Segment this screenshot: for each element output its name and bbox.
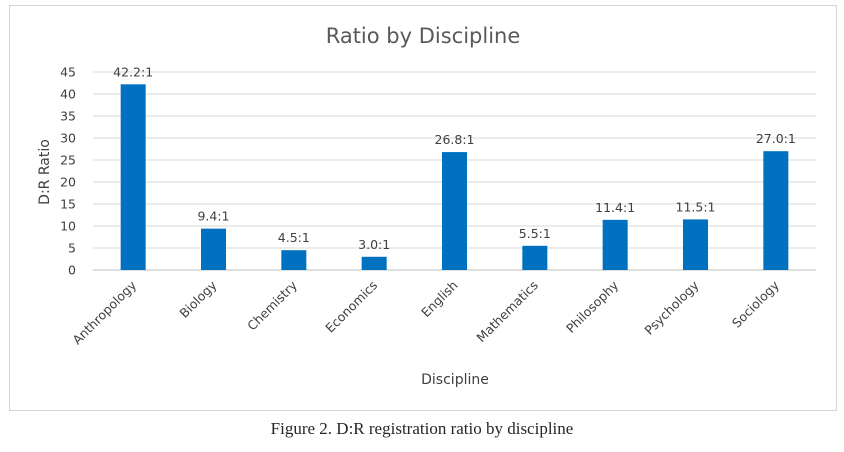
x-tick-label: English xyxy=(418,278,461,321)
chart-frame: 42.2:1 9.4:1 4.5:1 3.0:1 26.8:1 5.5:1 11.4:1 11… xyxy=(9,5,837,411)
data-label: 26.8:1 xyxy=(435,132,475,147)
bars xyxy=(120,84,789,270)
bar-anthropology xyxy=(120,84,146,270)
figure-caption: Figure 2. D:R registration ratio by disc… xyxy=(270,419,574,438)
data-label: 11.5:1 xyxy=(676,199,716,214)
bar-psychology xyxy=(683,219,708,270)
x-tick-label: Mathematics xyxy=(473,278,541,346)
y-tick-label: 5 xyxy=(68,241,76,256)
y-axis-title: D:R Ratio xyxy=(37,139,53,205)
data-label: 27.0:1 xyxy=(756,131,796,146)
bar-philosophy xyxy=(602,219,628,270)
x-tick-label: Psychology xyxy=(641,277,702,338)
x-axis-ticks: Anthropology Biology Chemistry Economics Eng… xyxy=(69,277,782,347)
y-tick-label: 45 xyxy=(60,65,76,80)
data-label: 5.5:1 xyxy=(519,226,551,241)
y-tick-label: 15 xyxy=(60,197,76,212)
data-label: 3.0:1 xyxy=(358,237,390,252)
x-axis-title: Discipline xyxy=(421,372,489,388)
x-tick-label: Sociology xyxy=(729,277,782,330)
y-tick-label: 0 xyxy=(68,263,76,278)
x-tick-label: Biology xyxy=(176,277,220,321)
bar-english xyxy=(442,152,467,270)
bar-chart: 42.2:1 9.4:1 4.5:1 3.0:1 26.8:1 5.5:1 11.4:1 11… xyxy=(37,24,816,388)
y-tick-label: 25 xyxy=(60,153,76,168)
data-labels: 42.2:1 9.4:1 4.5:1 3.0:1 26.8:1 5.5:1 11.4:1 11… xyxy=(113,64,796,251)
data-label: 11.4:1 xyxy=(595,200,635,215)
data-label: 9.4:1 xyxy=(197,209,229,224)
x-tick-label: Chemistry xyxy=(244,277,300,333)
data-label: 4.5:1 xyxy=(278,230,310,245)
y-tick-label: 40 xyxy=(60,87,76,102)
y-tick-label: 20 xyxy=(60,175,76,190)
data-label: 42.2:1 xyxy=(113,64,153,79)
x-tick-label: Anthropology xyxy=(69,277,139,347)
chart-title: Ratio by Discipline xyxy=(326,24,521,48)
x-tick-label: Philosophy xyxy=(563,277,622,336)
x-tick-label: Economics xyxy=(322,278,380,336)
bar-sociology xyxy=(763,151,789,270)
bar-chemistry xyxy=(281,250,307,270)
bar-mathematics xyxy=(522,245,548,270)
bar-biology xyxy=(201,228,226,270)
y-tick-label: 10 xyxy=(60,219,76,234)
y-tick-label: 35 xyxy=(60,109,76,124)
y-axis-ticks: 0 5 10 15 20 25 30 35 40 45 xyxy=(60,65,76,278)
y-tick-label: 30 xyxy=(60,131,76,146)
bar-economics xyxy=(361,256,387,270)
